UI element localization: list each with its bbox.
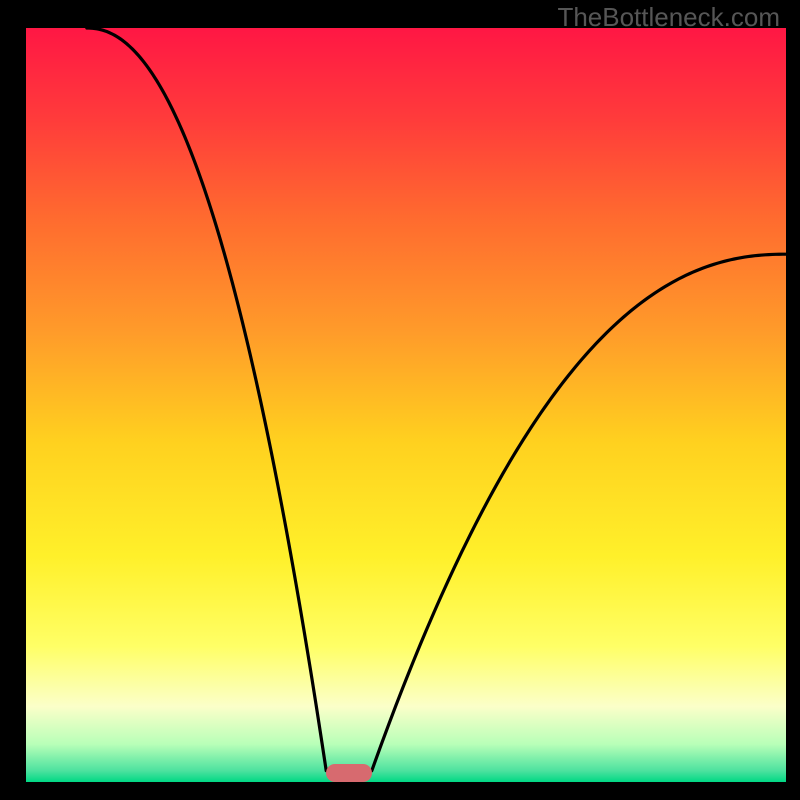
gradient-background	[26, 28, 786, 782]
bottleneck-curve	[87, 28, 786, 771]
minimum-marker	[326, 764, 372, 782]
plot-area	[26, 28, 786, 782]
watermark-text: TheBottleneck.com	[557, 2, 780, 33]
chart-frame: TheBottleneck.com	[0, 0, 800, 800]
plot-svg	[26, 28, 786, 782]
